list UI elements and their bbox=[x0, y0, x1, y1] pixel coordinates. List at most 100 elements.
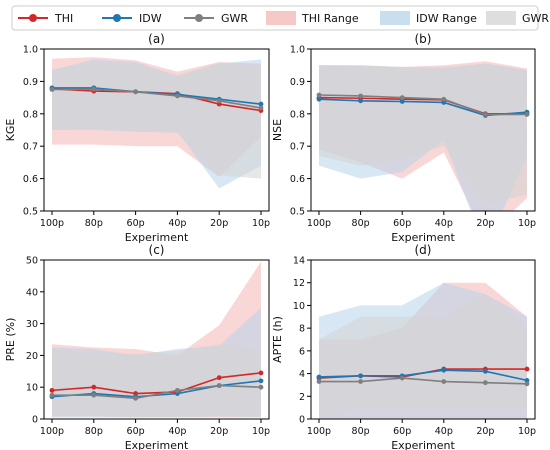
y-tick-label: 12 bbox=[293, 278, 305, 289]
data-point-gwr-20p bbox=[483, 380, 488, 386]
x-tick-label: 80p bbox=[85, 218, 103, 229]
panel-title: (a) bbox=[148, 32, 165, 46]
y-tick-label: 10 bbox=[26, 383, 38, 394]
y-tick-label: 0.9 bbox=[23, 77, 38, 88]
data-point-gwr-100p bbox=[49, 87, 55, 92]
x-tick-label: 60p bbox=[393, 218, 411, 229]
plot-frame bbox=[43, 259, 270, 420]
x-tick-label: 20p bbox=[210, 218, 228, 229]
panel-title: (b) bbox=[415, 32, 432, 46]
y-tick-label: 4 bbox=[299, 369, 305, 380]
legend-item-idw: IDW bbox=[102, 12, 162, 25]
plot-frame bbox=[43, 48, 270, 212]
x-axis-label: Experiment bbox=[125, 231, 189, 244]
plot-frame bbox=[310, 48, 536, 212]
y-tick-label: 0.8 bbox=[23, 109, 38, 120]
y-axis-label: APTE (h) bbox=[271, 316, 284, 363]
y-tick-label: 14 bbox=[293, 256, 305, 267]
data-point-gwr-20p bbox=[216, 98, 222, 104]
data-point-thi-10p bbox=[258, 370, 264, 376]
panel-title: (c) bbox=[149, 243, 165, 257]
x-axis-label: Experiment bbox=[391, 231, 455, 244]
x-tick-label: 10p bbox=[518, 426, 536, 437]
legend-patch-swatch bbox=[266, 11, 296, 25]
y-axis-label: NSE bbox=[271, 119, 284, 141]
data-point-idw-20p bbox=[483, 368, 488, 374]
panel-b: 0.5 0.6 0.7 0.8 0.9 1.0 100p 80p 60p 40p 20p 10p (b)… bbox=[271, 32, 536, 244]
legend-item-gwr: GWR bbox=[184, 12, 248, 25]
data-point-gwr-10p bbox=[524, 381, 530, 387]
data-point-thi-10p bbox=[524, 366, 530, 372]
range-band-gwr bbox=[52, 344, 261, 418]
y-tick-label: 6 bbox=[299, 346, 305, 357]
x-tick-label: 100p bbox=[40, 426, 64, 437]
x-tick-label: 40p bbox=[435, 218, 453, 229]
x-tick-label: 100p bbox=[307, 426, 331, 437]
y-axis-label: KGE bbox=[4, 119, 17, 142]
series-line-thi bbox=[51, 372, 262, 395]
y-tick-label: 0 bbox=[32, 415, 38, 426]
data-point-gwr-100p bbox=[49, 392, 55, 398]
x-tick-label: 10p bbox=[518, 218, 536, 229]
x-tick-label: 60p bbox=[127, 218, 145, 229]
data-point-idw-10p bbox=[258, 378, 264, 384]
legend-marker-swatch bbox=[113, 14, 121, 22]
series-line-idw bbox=[52, 87, 262, 105]
data-point-gwr-80p bbox=[358, 379, 363, 384]
data-point-gwr-40p bbox=[175, 93, 180, 99]
x-tick-label: 100p bbox=[40, 218, 64, 229]
data-point-gwr-40p bbox=[175, 387, 180, 393]
y-axis-label: PRE (%) bbox=[4, 318, 17, 362]
panel-d: 0 2 4 6 8 10 12 14 100p 80p 60p 40p 20p 10p (d) Experim… bbox=[271, 243, 536, 450]
x-tick-label: 80p bbox=[85, 426, 103, 437]
x-tick-label: 10p bbox=[252, 426, 270, 437]
series-line-gwr bbox=[52, 384, 262, 400]
x-axis-label: Experiment bbox=[125, 439, 189, 450]
data-point-gwr-60p bbox=[133, 395, 139, 401]
data-point-idw-100p bbox=[316, 374, 322, 380]
legend-patch-swatch bbox=[486, 11, 516, 25]
data-point-idw-60p bbox=[399, 99, 405, 104]
y-tick-label: 0.5 bbox=[290, 207, 305, 218]
data-point-gwr-60p bbox=[399, 95, 405, 100]
data-point-gwr-80p bbox=[358, 93, 363, 99]
y-tick-label: 0.6 bbox=[23, 174, 38, 185]
y-tick-label: 50 bbox=[26, 256, 38, 267]
legend-label: THI Range bbox=[301, 12, 359, 25]
x-tick-label: 10p bbox=[252, 218, 270, 229]
legend-item-thi-range: THI Range bbox=[266, 11, 359, 25]
data-point-gwr-60p bbox=[399, 375, 405, 381]
data-point-gwr-80p bbox=[91, 86, 97, 92]
legend-marker-swatch bbox=[29, 14, 37, 22]
y-tick-label: 30 bbox=[26, 319, 38, 330]
panel-title: (d) bbox=[415, 243, 432, 257]
x-tick-label: 100p bbox=[307, 218, 331, 229]
series-line-gwr bbox=[319, 377, 528, 385]
data-point-thi-80p bbox=[91, 384, 97, 390]
legend-label: THI bbox=[54, 12, 73, 25]
plot-area bbox=[49, 261, 264, 418]
range-band-gwr bbox=[319, 63, 527, 205]
plot-frame bbox=[310, 259, 536, 420]
data-point-idw-100p bbox=[316, 96, 322, 102]
data-point-gwr-10p bbox=[258, 105, 264, 111]
data-point-idw-10p bbox=[258, 101, 264, 107]
data-point-gwr-20p bbox=[483, 112, 488, 117]
x-tick-label: 80p bbox=[352, 426, 370, 437]
legend-label: GWR Range bbox=[522, 12, 550, 25]
x-tick-label: 20p bbox=[476, 218, 494, 229]
panel-c: 0 10 20 30 40 50 100p 80p 60p 40p 20p 10p (c) Experim… bbox=[4, 243, 270, 450]
data-point-gwr-100p bbox=[316, 92, 322, 98]
legend-patch-swatch bbox=[380, 11, 410, 25]
data-point-gwr-40p bbox=[441, 96, 447, 102]
series-line-idw bbox=[318, 369, 528, 382]
y-tick-label: 2 bbox=[299, 392, 305, 403]
data-point-gwr-20p bbox=[216, 383, 222, 389]
y-tick-label: 0.8 bbox=[290, 109, 305, 120]
panel-a: 0.5 0.6 0.7 0.8 0.9 1.0 100p 80p 60p 40p 20p 10p (a)… bbox=[4, 32, 270, 244]
plot-area bbox=[49, 57, 264, 189]
x-tick-label: 40p bbox=[435, 426, 453, 437]
plot-area bbox=[316, 282, 530, 419]
range-band-gwr bbox=[52, 61, 261, 179]
